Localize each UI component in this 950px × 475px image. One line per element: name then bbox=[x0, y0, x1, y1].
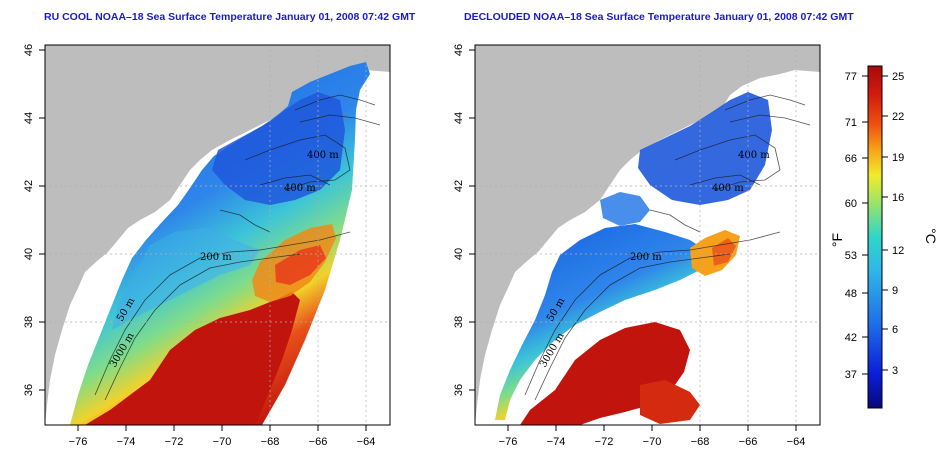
bathymetry-contours bbox=[524, 94, 811, 401]
graticule bbox=[45, 45, 390, 425]
x-tick-label: −64 bbox=[357, 436, 376, 448]
y-tick-label: 38 bbox=[453, 316, 465, 328]
sst-shelf-field bbox=[495, 224, 705, 420]
x-tick-label: −66 bbox=[309, 436, 328, 448]
celsius-tick: 22 bbox=[892, 111, 904, 123]
contour-label-400m-a: 400 m bbox=[738, 150, 770, 161]
x-tick-label: −72 bbox=[595, 436, 614, 448]
fahrenheit-tick: 37 bbox=[845, 369, 857, 381]
fahrenheit-tick: 77 bbox=[845, 71, 857, 83]
celsius-tick: 12 bbox=[892, 245, 904, 257]
fahrenheit-tick: 53 bbox=[845, 250, 857, 262]
left-y-axis bbox=[39, 49, 45, 391]
fahrenheit-tick: 71 bbox=[845, 117, 857, 129]
fahrenheit-tick: 66 bbox=[845, 153, 857, 165]
x-tick-label: −72 bbox=[165, 436, 184, 448]
gulf-stream-warm-core bbox=[85, 292, 300, 425]
x-tick-label: −76 bbox=[69, 436, 88, 448]
y-tick-label: 40 bbox=[23, 248, 35, 260]
contour-label-200m: 200 m bbox=[200, 252, 232, 263]
left-x-axis bbox=[77, 425, 367, 431]
celsius-axis-label: °C bbox=[923, 228, 939, 244]
left-map-title: RU COOL NOAA–18 Sea Surface Temperature … bbox=[44, 11, 416, 23]
celsius-tick: 16 bbox=[892, 192, 904, 204]
warm-eddy bbox=[275, 245, 326, 285]
celsius-tick: 6 bbox=[892, 324, 898, 336]
y-tick-label: 40 bbox=[453, 248, 465, 260]
celsius-tick: 3 bbox=[892, 365, 898, 377]
contour-label-400m-b: 400 m bbox=[712, 183, 744, 194]
fahrenheit-tick: 60 bbox=[845, 198, 857, 210]
x-tick-label: −76 bbox=[499, 436, 518, 448]
left-sst-map: 400 m 400 m 200 m 50 m 3000 m bbox=[45, 45, 390, 425]
y-tick-label: 42 bbox=[23, 180, 35, 192]
y-tick-label: 44 bbox=[23, 112, 35, 124]
x-tick-label: −68 bbox=[691, 436, 710, 448]
y-tick-label: 36 bbox=[453, 384, 465, 396]
right-map-title: DECLOUDED NOAA–18 Sea Surface Temperatur… bbox=[464, 11, 854, 23]
warm-patch-south bbox=[640, 380, 700, 424]
graticule bbox=[475, 45, 820, 425]
right-x-axis bbox=[507, 425, 797, 431]
bathymetry-contours bbox=[94, 94, 381, 401]
gulf-of-maine-cold-water bbox=[212, 92, 345, 205]
x-tick-label: −70 bbox=[213, 436, 232, 448]
right-y-axis bbox=[469, 49, 475, 391]
x-tick-label: −70 bbox=[643, 436, 662, 448]
celsius-tick: 9 bbox=[892, 285, 898, 297]
x-tick-label: −74 bbox=[547, 436, 566, 448]
fahrenheit-axis-label: °F bbox=[829, 233, 845, 247]
x-tick-label: −66 bbox=[739, 436, 758, 448]
temperature-colorbar bbox=[867, 65, 883, 409]
y-tick-label: 42 bbox=[453, 180, 465, 192]
cold-patch bbox=[600, 192, 650, 226]
right-map-frame bbox=[474, 44, 821, 426]
x-tick-label: −68 bbox=[261, 436, 280, 448]
fahrenheit-tick: 42 bbox=[845, 332, 857, 344]
fahrenheit-tick: 48 bbox=[845, 288, 857, 300]
colorbar-ticks bbox=[862, 75, 888, 375]
y-tick-label: 46 bbox=[453, 44, 465, 56]
right-sst-map: 400 m 400 m 200 m 50 m 3000 m bbox=[475, 45, 820, 425]
contour-label-400m-b: 400 m bbox=[284, 183, 316, 194]
x-tick-label: −64 bbox=[787, 436, 806, 448]
y-tick-label: 36 bbox=[23, 384, 35, 396]
y-tick-label: 44 bbox=[453, 112, 465, 124]
land-mass bbox=[45, 45, 390, 425]
contour-label-400m-a: 400 m bbox=[307, 150, 339, 161]
celsius-tick: 19 bbox=[892, 152, 904, 164]
celsius-tick: 25 bbox=[892, 71, 904, 83]
y-tick-label: 38 bbox=[23, 316, 35, 328]
y-tick-label: 46 bbox=[23, 44, 35, 56]
left-map-frame bbox=[44, 44, 391, 426]
x-tick-label: −74 bbox=[117, 436, 136, 448]
land-mass bbox=[475, 45, 820, 425]
contour-label-200m: 200 m bbox=[630, 252, 662, 263]
